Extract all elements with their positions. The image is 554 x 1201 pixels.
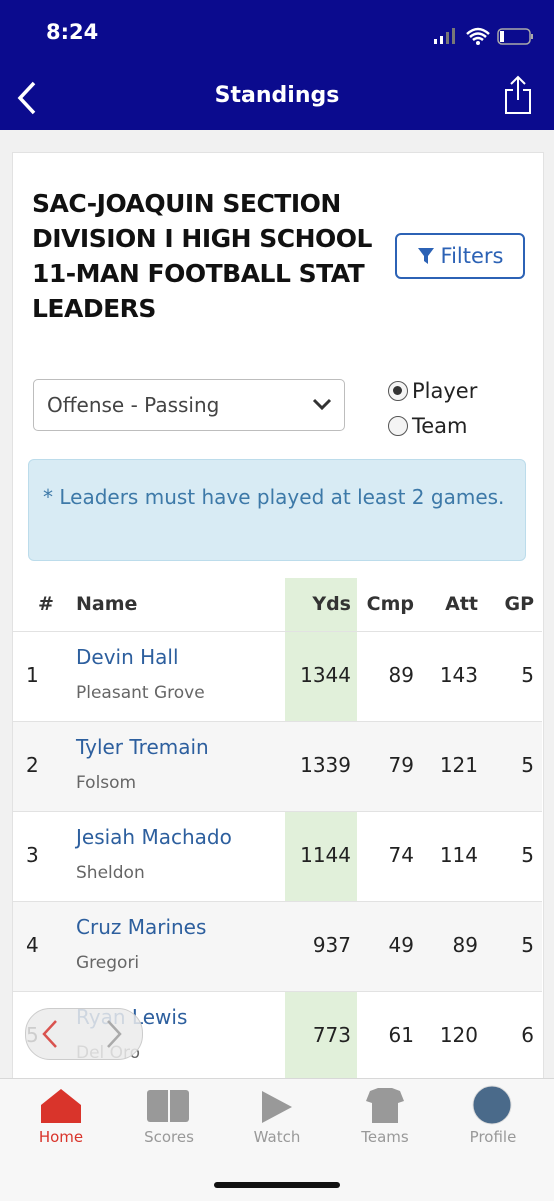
card-title: SAC-JOAQUIN SECTION DIVISION I HIGH SCHO… (32, 189, 372, 323)
share-button[interactable] (503, 74, 533, 116)
tab-icons (41, 1085, 512, 1125)
column-header: Cmp (366, 593, 414, 615)
stat-gp: 5 (521, 663, 534, 687)
rank: 3 (26, 843, 39, 867)
chevron (312, 398, 332, 411)
player-name[interactable]: Tyler Tremain (76, 735, 209, 759)
table-row (13, 991, 542, 1081)
stat-cmp: 61 (388, 1023, 414, 1047)
column-header: Att (445, 593, 478, 615)
filters-button[interactable]: Filters (395, 233, 525, 279)
radio-dot (388, 416, 408, 436)
radio-dot (388, 381, 408, 401)
stat-yds: 1344 (300, 663, 351, 687)
table-row (13, 901, 542, 991)
stat-gp: 5 (521, 933, 534, 957)
status-time: 8:24 (46, 20, 99, 44)
nav-title: Standings (214, 83, 340, 108)
stat-att: 89 (452, 933, 478, 957)
column-header: Yds (312, 593, 351, 615)
back-button[interactable] (14, 80, 40, 116)
rank: 1 (26, 663, 39, 687)
select-value: Offense - Passing (47, 393, 220, 417)
school: Folsom (76, 773, 137, 793)
stat-yds: 1144 (300, 843, 351, 867)
stat-cmp: 49 (388, 933, 414, 957)
radio-label: Player (412, 379, 478, 403)
stat-gp: 6 (521, 1023, 534, 1047)
sorted-column (285, 578, 357, 1078)
player-name[interactable]: Jesiah Machado (76, 825, 232, 849)
prev-button[interactable] (40, 1019, 60, 1049)
tab[interactable]: Home (38, 1128, 84, 1146)
school: Pleasant Grove (76, 683, 205, 703)
tab[interactable]: Teams (361, 1128, 409, 1146)
stat-att: 143 (439, 663, 478, 687)
pager (25, 1008, 143, 1060)
table-row (13, 631, 542, 721)
rank: 4 (26, 933, 39, 957)
column-header: Name (76, 593, 138, 615)
table-row (13, 811, 542, 901)
stat-att: 120 (439, 1023, 478, 1047)
rank: 2 (26, 753, 39, 777)
stat-cmp: 89 (388, 663, 414, 687)
stat-select[interactable]: Offense - Passing (33, 379, 345, 431)
stat-att: 114 (439, 843, 478, 867)
player-name[interactable]: Devin Hall (76, 645, 179, 669)
tab[interactable]: Scores (144, 1128, 194, 1146)
stat-att: 121 (439, 753, 478, 777)
stat-yds: 1339 (300, 753, 351, 777)
next-button[interactable] (104, 1019, 124, 1049)
stat-cmp: 74 (388, 843, 414, 867)
column-header: GP (504, 593, 534, 615)
tab[interactable]: Profile (469, 1128, 517, 1146)
filter-icon (417, 248, 434, 264)
stat-yds: 937 (312, 933, 351, 957)
header: 8:24 Standings (0, 0, 554, 130)
stat-gp: 5 (521, 843, 534, 867)
home-indicator (214, 1182, 340, 1188)
school: Sheldon (76, 863, 145, 883)
school: Gregori (76, 953, 140, 973)
player-name[interactable]: Cruz Marines (76, 915, 207, 939)
notice: * Leaders must have played at least 2 ga… (28, 459, 526, 561)
table-row (13, 721, 542, 811)
tab[interactable]: Watch (253, 1128, 301, 1146)
column-header: # (38, 593, 54, 615)
stat-gp: 5 (521, 753, 534, 777)
stat-cmp: 79 (388, 753, 414, 777)
radio-player[interactable]: Player (388, 379, 477, 403)
radio-label: Team (412, 414, 468, 438)
status-icons (434, 27, 533, 45)
radio-team[interactable]: Team (388, 414, 468, 438)
filters-label: Filters (440, 244, 504, 268)
tab-bar (0, 1078, 554, 1201)
stat-yds: 773 (312, 1023, 351, 1047)
